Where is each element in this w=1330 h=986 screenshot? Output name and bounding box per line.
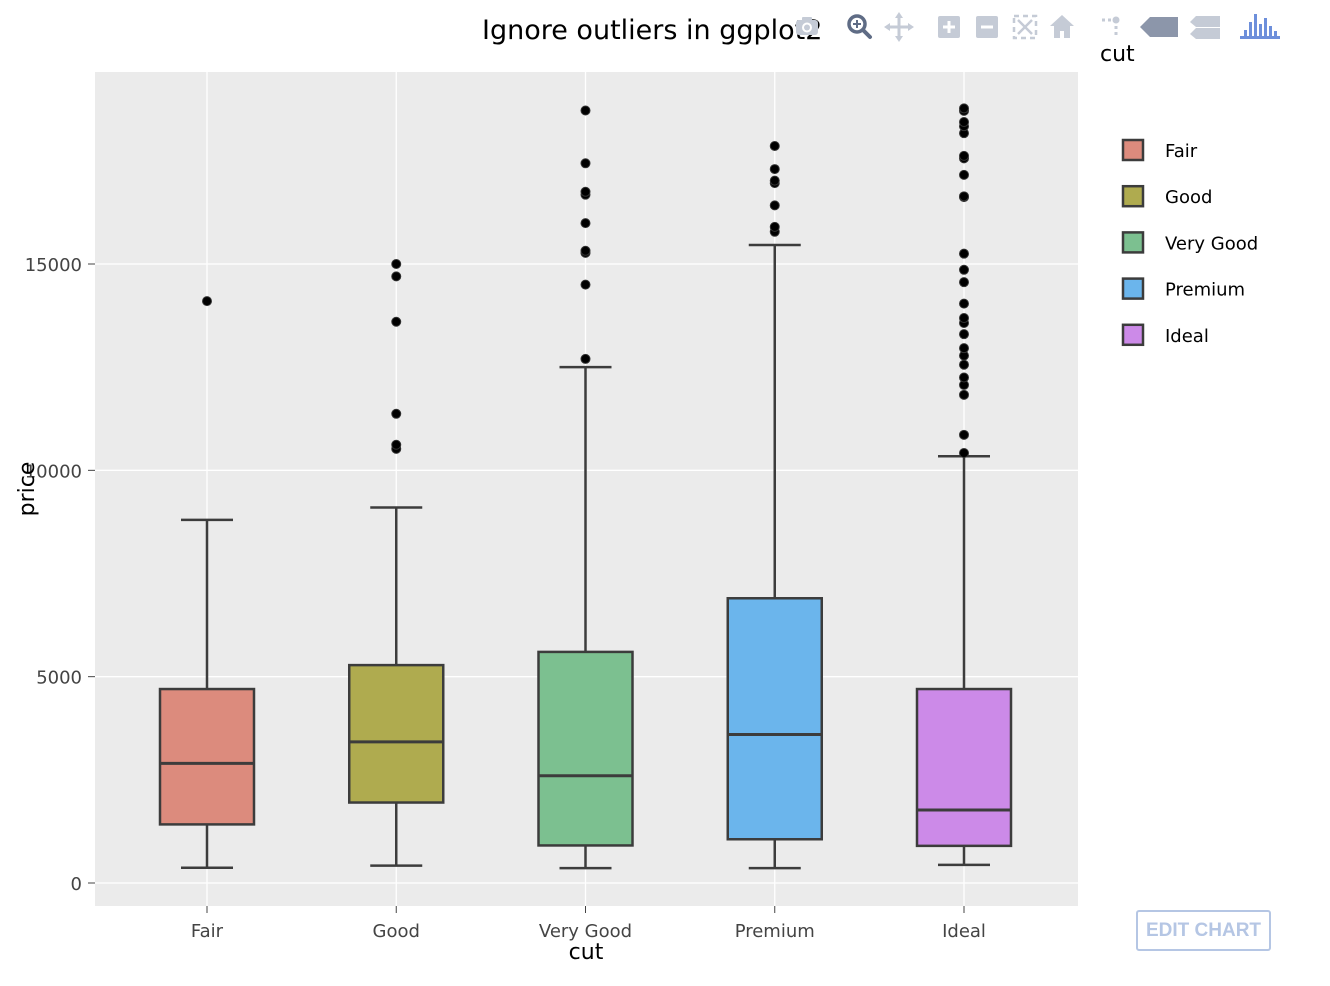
outlier-point: [959, 298, 969, 309]
box-iqr: [348, 663, 445, 804]
box-series: [158, 103, 1013, 870]
legend-item-premium[interactable]: Premium: [1121, 277, 1245, 301]
outlier-point: [959, 389, 969, 400]
legend-item-good[interactable]: Good: [1121, 184, 1212, 208]
outlier-point: [959, 313, 969, 324]
legend-swatch: [1121, 277, 1145, 300]
zoom-icon[interactable]: [844, 10, 874, 44]
box-fair[interactable]: [158, 296, 256, 869]
outlier-point: [769, 140, 780, 151]
hover-closest-icon[interactable]: [1138, 10, 1180, 44]
outlier-point: [391, 259, 402, 269]
box-iqr: [537, 650, 634, 847]
legend-label: Fair: [1165, 141, 1198, 162]
outlier-point: [769, 175, 780, 186]
outlier-point: [580, 353, 591, 364]
outlier-point: [959, 103, 969, 114]
outlier-point: [580, 105, 591, 116]
outlier-point: [580, 245, 591, 256]
outlier-point: [959, 277, 969, 288]
x-tick-label: Ideal: [942, 921, 986, 942]
legend-item-very-good[interactable]: Very Good: [1121, 231, 1258, 254]
outlier-point: [959, 343, 969, 354]
legend-title: cut: [1100, 42, 1135, 67]
box-very-good[interactable]: [537, 105, 634, 870]
outlier-point: [959, 359, 969, 370]
y-tick-label: 15000: [25, 255, 82, 276]
outlier-point: [959, 429, 969, 440]
plotly-logo-icon[interactable]: [1238, 10, 1282, 44]
x-tick-label: Premium: [735, 921, 815, 942]
box-good[interactable]: [348, 259, 445, 867]
legend-label: Very Good: [1165, 233, 1258, 254]
legend-label: Premium: [1165, 280, 1245, 301]
outlier-point: [391, 316, 402, 327]
y-tick-label: 5000: [36, 668, 82, 689]
box-ideal[interactable]: [915, 103, 1013, 867]
outlier-point: [959, 169, 969, 180]
zoom-in-icon[interactable]: [934, 10, 964, 44]
camera-icon[interactable]: [792, 10, 822, 44]
outlier-point: [959, 448, 969, 459]
legend-item-ideal[interactable]: Ideal: [1121, 323, 1209, 347]
box-premium[interactable]: [726, 140, 823, 870]
zoom-out-icon[interactable]: [972, 10, 1002, 44]
hover-compare-icon[interactable]: [1188, 10, 1222, 44]
reset-axes-icon[interactable]: [1047, 10, 1077, 44]
y-tick-label: 10000: [25, 461, 82, 482]
y-tick-labels: 0 5000 10000 15000: [25, 255, 82, 895]
outlier-point: [769, 164, 780, 175]
x-tick-labels: Fair Good Very Good Premium Ideal: [191, 921, 986, 942]
spike-lines-icon[interactable]: [1098, 10, 1128, 44]
outlier-point: [391, 271, 402, 282]
x-tick-label: Fair: [191, 921, 224, 942]
legend-label: Ideal: [1165, 326, 1209, 347]
x-tick-label: Good: [373, 921, 420, 942]
outlier-point: [959, 150, 969, 161]
outlier-point: [959, 248, 969, 259]
y-tick-label: 0: [71, 874, 82, 895]
legend-swatch: [1121, 184, 1145, 208]
legend-swatch: [1121, 138, 1145, 162]
outlier-point: [959, 372, 969, 383]
y-axis-title: price: [15, 462, 40, 517]
outlier-point: [580, 279, 591, 290]
outlier-point: [580, 218, 591, 229]
box-iqr: [726, 597, 823, 841]
outlier-point: [580, 186, 591, 197]
edit-chart-button[interactable]: EDIT CHART: [1136, 910, 1271, 951]
outlier-point: [580, 158, 591, 169]
box-iqr: [915, 687, 1013, 848]
outlier-point: [769, 200, 780, 211]
legend-item-fair[interactable]: Fair: [1121, 138, 1198, 162]
outlier-point: [769, 221, 780, 232]
outlier-point: [959, 191, 969, 202]
legend-swatch: [1121, 323, 1145, 347]
outlier-point: [959, 264, 969, 275]
legend-swatch: [1121, 231, 1145, 254]
outlier-point: [391, 439, 402, 450]
legend-label: Good: [1165, 187, 1212, 208]
outlier-point: [391, 408, 402, 419]
autoscale-icon[interactable]: [1010, 10, 1040, 44]
legend: Fair Good Very Good Premium Ideal: [1121, 138, 1258, 347]
outlier-point: [202, 296, 212, 307]
x-axis-title: cut: [569, 940, 604, 965]
pan-icon[interactable]: [884, 10, 914, 44]
outlier-point: [959, 117, 969, 128]
outlier-point: [959, 329, 969, 340]
chart-title: Ignore outliers in ggplot2: [482, 15, 822, 46]
x-tick-label: Very Good: [539, 921, 632, 942]
box-iqr: [158, 687, 256, 826]
